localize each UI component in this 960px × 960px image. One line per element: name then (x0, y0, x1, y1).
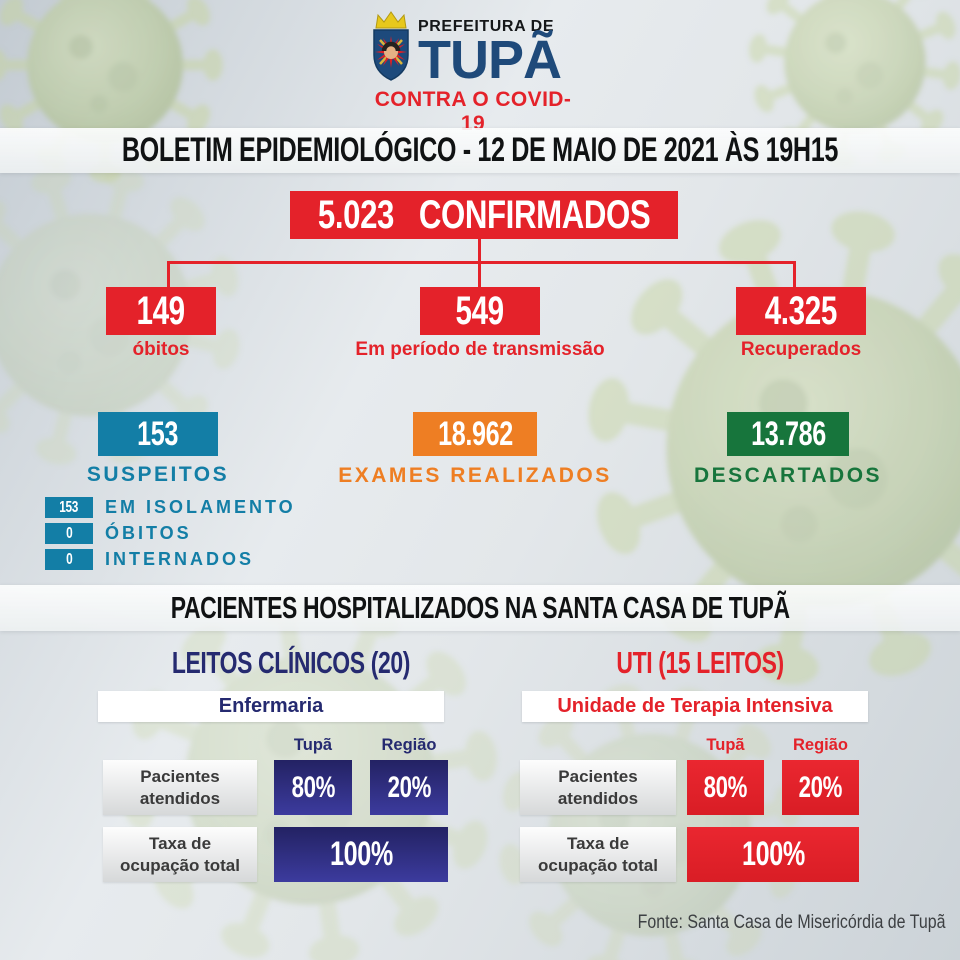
exams-value: 18.962 (437, 414, 513, 453)
icu-total-box: 100% (687, 827, 859, 882)
suspect-deaths-label: ÓBITOS (105, 523, 192, 543)
icu-subtitle: Unidade de Terapia Intensiva (557, 695, 833, 717)
bulletin-title: BOLETIM EPIDEMIOLÓGICO - 12 DE MAIO DE 2… (121, 131, 839, 169)
icu-col-regiao: Região (792, 736, 848, 754)
transmission-box: 549 (420, 287, 540, 335)
footer-source-text: Fonte: Santa Casa de Misericórdia de Tup… (637, 912, 945, 933)
isolation-label: EM ISOLAMENTO (105, 497, 296, 517)
suspect-deaths-value: 0 (65, 524, 73, 542)
suspects-row-isolation: 153 EM ISOLAMENTO (45, 497, 296, 518)
recovered-box: 4.325 (736, 287, 866, 335)
discarded-value: 13.786 (750, 414, 826, 453)
icu-regiao-value: 20% (798, 770, 843, 804)
logo-org-text: PREFEITURA DE (418, 18, 555, 35)
deaths-value: 149 (136, 288, 186, 333)
confirmed-box: 5.023 CONFIRMADOS (290, 191, 678, 239)
icu-title: UTI (15 LEITOS) (616, 645, 784, 680)
clinical-tupa-box: 80% (274, 760, 352, 815)
hospital-title-banner: PACIENTES HOSPITALIZADOS NA SANTA CASA D… (0, 585, 960, 631)
deaths-box: 149 (106, 287, 216, 335)
suspect-hospitalized-label: INTERNADOS (105, 549, 255, 569)
header-logo: PREFEITURA DE TUPÃ CONTRA O COVID-19 (368, 10, 578, 136)
clinical-regiao-box: 20% (370, 760, 448, 815)
exams-label: EXAMES REALIZADOS (338, 464, 612, 487)
clinical-subtitle-bar: Enfermaria (98, 691, 444, 722)
clinical-total-box: 100% (274, 827, 448, 882)
isolation-value: 153 (59, 498, 79, 516)
connector-drop-right (793, 263, 796, 288)
icu-col-tupa: Tupã (706, 736, 745, 754)
suspect-deaths-value-box: 0 (45, 523, 93, 544)
footer-source: Fonte: Santa Casa de Misericórdia de Tup… (0, 912, 945, 934)
isolation-value-box: 153 (45, 497, 93, 518)
transmission-label: Em período de transmissão (355, 339, 605, 360)
clinical-col-tupa: Tupã (293, 736, 333, 754)
hospital-title: PACIENTES HOSPITALIZADOS NA SANTA CASA D… (170, 590, 790, 625)
icu-tupa-box: 80% (687, 760, 764, 815)
bulletin-title-banner: BOLETIM EPIDEMIOLÓGICO - 12 DE MAIO DE 2… (0, 128, 960, 173)
suspects-label: SUSPEITOS (86, 463, 230, 486)
connector-crossbar (167, 261, 796, 264)
icu-regiao-box: 20% (782, 760, 859, 815)
connector-drop-left (167, 263, 170, 288)
clinical-row1-label: Pacientes atendidos (103, 760, 257, 815)
icu-row2-label: Taxa de ocupação total (520, 827, 676, 882)
suspects-row-deaths: 0 ÓBITOS (45, 523, 192, 544)
logo-text-block: PREFEITURA DE TUPÃ (418, 10, 562, 90)
logo-row: PREFEITURA DE TUPÃ (368, 10, 578, 90)
deaths-label: óbitos (132, 339, 190, 360)
clinical-total-value: 100% (329, 835, 393, 873)
clinical-col-regiao: Região (381, 736, 437, 754)
suspects-row-hospitalized: 0 INTERNADOS (45, 549, 254, 570)
recovered-value: 4.325 (764, 288, 838, 333)
suspect-hospitalized-value-box: 0 (45, 549, 93, 570)
confirmed-label: CONFIRMADOS (418, 192, 651, 237)
clinical-title: LEITOS CLÍNICOS (20) (171, 645, 411, 680)
clinical-row2-label: Taxa de ocupação total (103, 827, 257, 882)
suspects-value: 153 (137, 414, 179, 453)
connector-drop-center (478, 263, 481, 288)
clinical-tupa-value: 80% (291, 770, 335, 804)
icu-total-value: 100% (741, 835, 805, 873)
confirmed-value: 5.023 (317, 192, 395, 237)
suspect-hospitalized-value: 0 (65, 550, 73, 568)
icu-tupa-value: 80% (703, 770, 748, 804)
icu-row1-label: Pacientes atendidos (520, 760, 676, 815)
suspects-box: 153 (98, 412, 218, 456)
tupa-coat-of-arms-icon (373, 11, 409, 81)
logo-city-text: TUPÃ (418, 30, 562, 90)
exams-box: 18.962 (413, 412, 537, 456)
connector-stem (478, 239, 481, 263)
clinical-regiao-value: 20% (387, 770, 431, 804)
transmission-value: 549 (455, 288, 505, 333)
recovered-label: Recuperados (740, 339, 862, 360)
clinical-subtitle: Enfermaria (218, 695, 324, 717)
discarded-box: 13.786 (727, 412, 849, 456)
icu-subtitle-bar: Unidade de Terapia Intensiva (522, 691, 868, 722)
discarded-label: DESCARTADOS (693, 464, 883, 487)
